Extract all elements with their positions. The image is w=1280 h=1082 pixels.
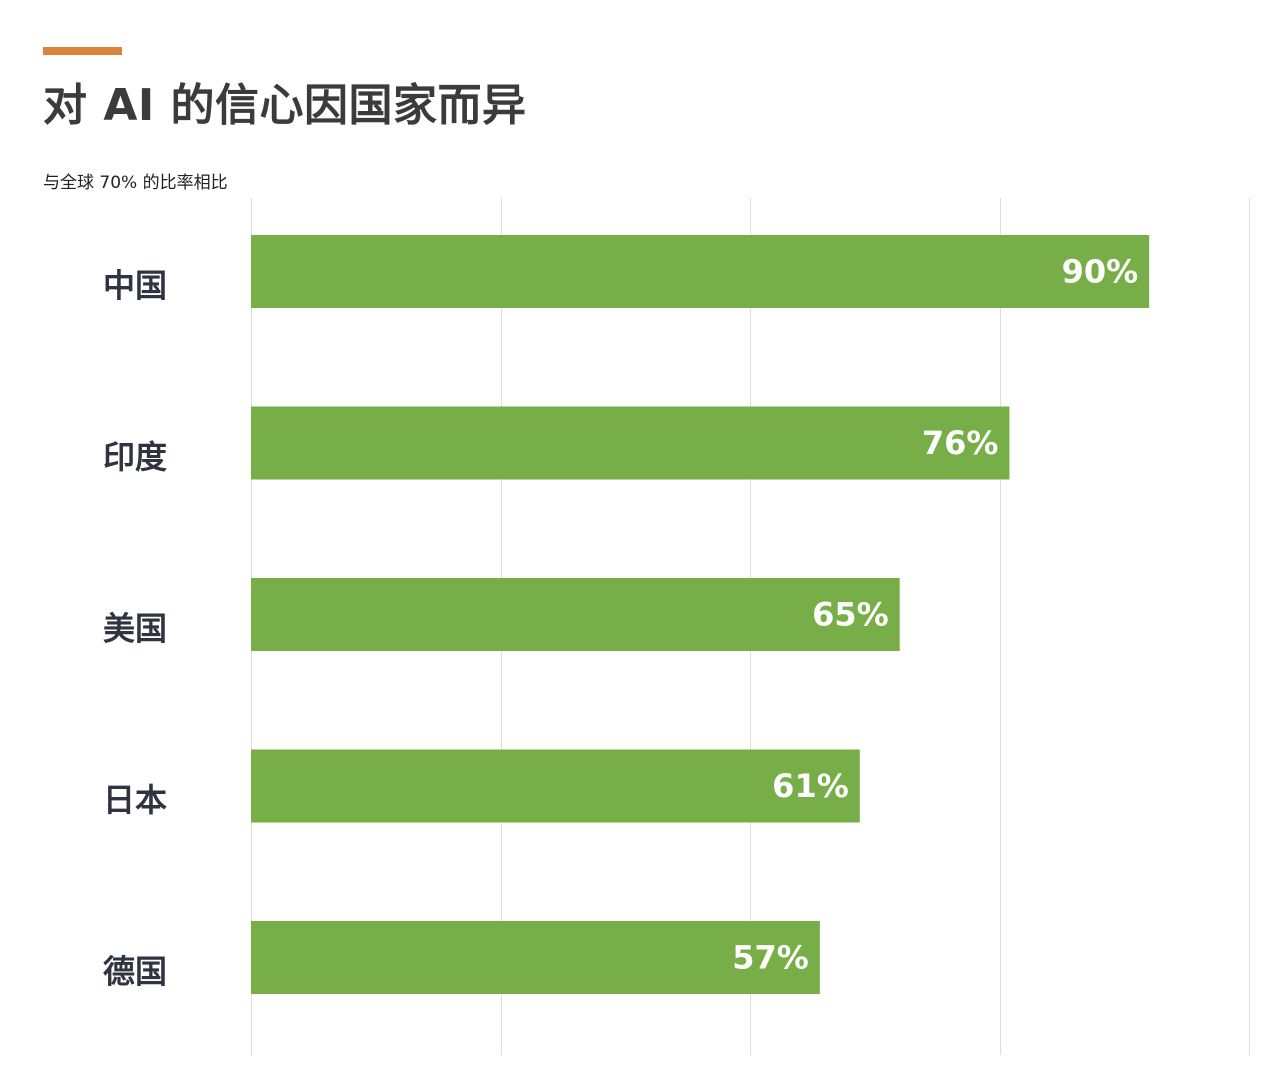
bars	[251, 235, 1150, 994]
bar	[251, 235, 1150, 308]
bar	[251, 749, 860, 823]
bar-value-label: 65%	[812, 596, 889, 634]
chart-subtitle: 与全球 70% 的比率相比	[43, 173, 228, 193]
bar	[251, 921, 820, 994]
bar-value-label: 57%	[732, 939, 809, 977]
chart-title: 对 AI 的信心因国家而异	[43, 80, 527, 131]
category-label: 印度	[103, 438, 167, 476]
bar-value-label: 61%	[772, 767, 849, 805]
bar	[251, 578, 900, 651]
category-label: 德国	[103, 953, 167, 991]
category-label: 日本	[103, 781, 167, 819]
bar-value-label: 90%	[1062, 253, 1139, 291]
bar-value-label: 76%	[922, 424, 999, 462]
bar	[251, 406, 1010, 480]
title-accent-bar	[43, 47, 122, 55]
category-label: 美国	[103, 610, 167, 648]
labels: 90% 中国 76% 印度 65% 美国 61% 日本 57% 德国	[103, 253, 1138, 991]
category-label: 中国	[103, 267, 167, 305]
